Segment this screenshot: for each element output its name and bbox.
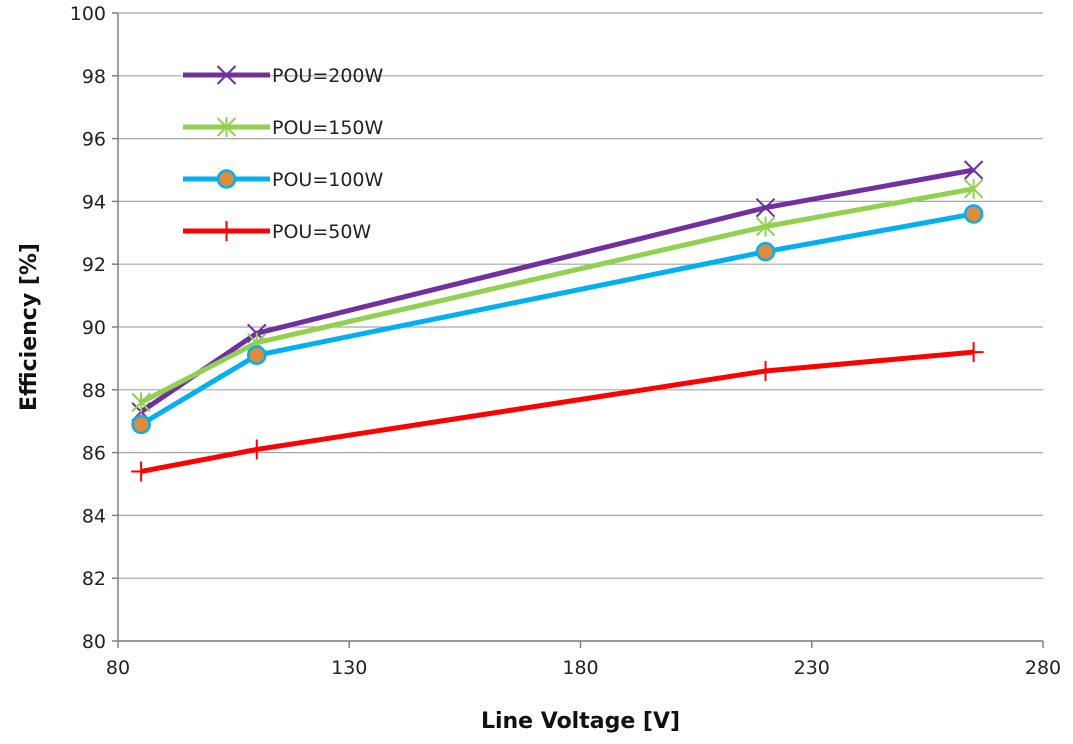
data-point: [755, 241, 776, 262]
x-tick-label: 130: [331, 657, 367, 679]
x-tick-label: 180: [562, 657, 598, 679]
legend-item-pou-200w: POU=200W: [183, 65, 384, 87]
y-tick-label: 92: [82, 254, 106, 276]
series-line: [139, 186, 975, 405]
marker-stroke: [216, 65, 237, 85]
legend-label: POU=150W: [272, 117, 384, 139]
y-tick-label: 96: [82, 129, 106, 151]
legend-label: POU=50W: [272, 221, 371, 243]
y-tick-label: 88: [82, 380, 106, 402]
y-tick-label: 90: [82, 317, 106, 339]
data-point: [246, 439, 267, 460]
legend-item-pou-100w: POU=100W: [183, 169, 384, 191]
series-pou-200w: [131, 160, 984, 422]
series-line: [139, 211, 975, 427]
y-tick-label: 84: [82, 505, 106, 527]
series-pou-50w: [131, 342, 984, 482]
legend-label: POU=100W: [272, 169, 384, 191]
data-point: [963, 160, 984, 180]
x-axis-title: Line Voltage [V]: [481, 709, 680, 734]
y-tick-label: 82: [82, 568, 106, 590]
marker-stroke: [755, 197, 776, 218]
data-point: [247, 345, 267, 366]
axes: 80 82 84 86 88 90 92 94 96 98 100 80 130 180 230 280: [70, 3, 1061, 679]
series-line: [139, 167, 975, 414]
legend-item-pou-50w: POU=50W: [183, 221, 371, 243]
data-point: [131, 414, 151, 435]
y-tick-label: 98: [82, 66, 106, 88]
series-pou-100w: [131, 204, 984, 435]
legend-marker: [216, 117, 237, 137]
legend-marker: [216, 221, 237, 241]
data-point: [755, 360, 776, 381]
data-point: [963, 204, 984, 224]
legend-item-pou-150w: POU=150W: [183, 117, 384, 139]
gridlines: [118, 12, 1043, 642]
data-point: [963, 178, 984, 199]
data-point: [755, 216, 776, 237]
marker-stroke: [963, 160, 984, 180]
legend: POU=200W POU=150W POU=100W POU=50W: [183, 65, 384, 243]
x-tick-label: 80: [106, 657, 130, 679]
series-lines: [131, 160, 984, 482]
data-point: [963, 342, 984, 363]
legend-marker: [216, 65, 237, 85]
y-axis-title: Efficiency [%]: [17, 243, 42, 411]
y-tick-label: 80: [82, 631, 106, 653]
x-tick-label: 230: [794, 657, 830, 679]
series-pou-150w: [131, 178, 984, 413]
legend-label: POU=200W: [272, 65, 384, 87]
series-line: [140, 349, 974, 474]
y-tick-label: 100: [70, 3, 106, 25]
x-tick-label: 280: [1025, 657, 1061, 679]
y-tick-label: 94: [82, 191, 106, 213]
y-tick-label: 86: [82, 443, 106, 465]
data-point: [131, 392, 151, 413]
data-point: [755, 197, 776, 218]
legend-marker: [216, 169, 237, 189]
data-point: [131, 461, 152, 482]
